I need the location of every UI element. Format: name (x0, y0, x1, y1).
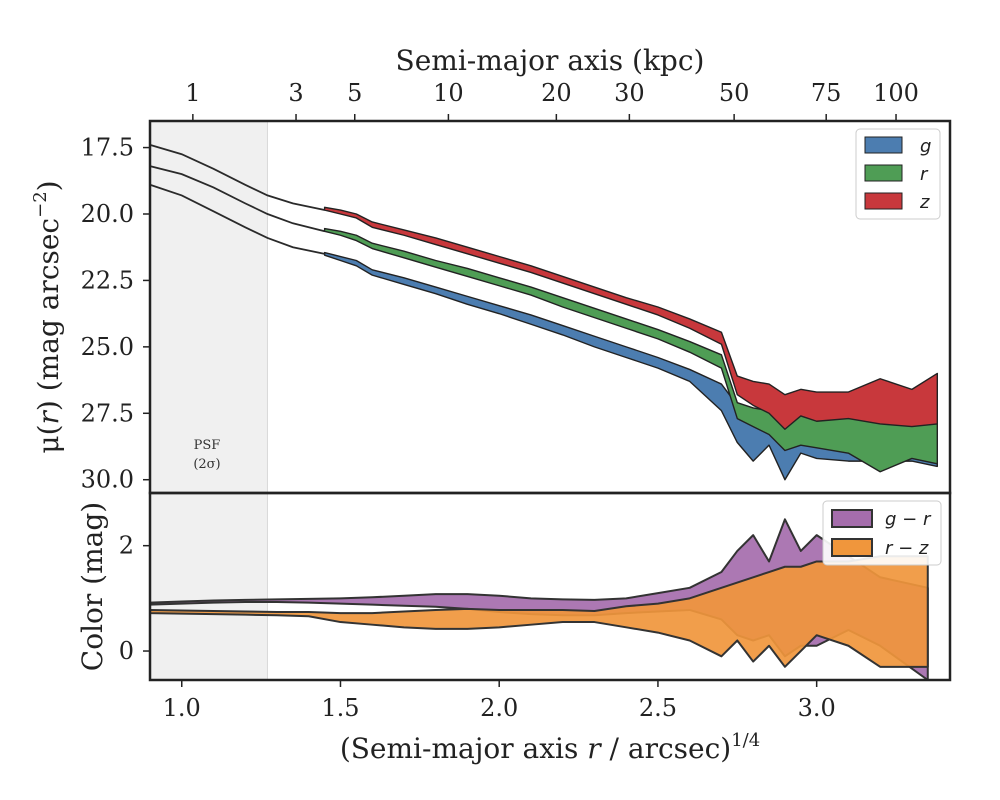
x-axis-title: (Semi-major axis r / arcsec)1/4 (340, 730, 760, 765)
legend-label-g−r: g − r (885, 509, 932, 530)
psf-region-bottom (150, 493, 268, 680)
x-axis-title-prefix: (Semi-major axis (340, 732, 587, 765)
band-g−r (150, 518, 929, 680)
psf-curve-z (149, 144, 325, 211)
band-z (323, 206, 939, 430)
bottom-panel-frame (148, 491, 952, 682)
x-tick-label: 2.5 (639, 694, 677, 722)
top-axis-title: Semi-major axis (kpc) (396, 44, 705, 77)
top-y-axis-title-exponent: −2 (30, 191, 51, 218)
psf-label-sigma: (2σ) (193, 457, 220, 472)
legend-swatch-g (864, 136, 903, 154)
top-y-axis-title-prefix: μ( (32, 424, 65, 453)
legend-swatch-z (864, 192, 903, 210)
top-x-tick-label: 1 (185, 79, 200, 107)
top-x-tick-label: 100 (873, 79, 919, 107)
legend-swatch-r (864, 164, 903, 182)
top-y-tick-label: 22.5 (81, 266, 134, 294)
surface-brightness-psf-curves (149, 144, 325, 255)
legend-swatch-r−z (831, 538, 873, 557)
legend-swatch-g−r (831, 509, 873, 528)
top-x-tick-label: 10 (433, 79, 464, 107)
top-x-tick-label: 5 (347, 79, 362, 107)
color-bands (150, 518, 929, 680)
top-y-tick-label: 20.0 (81, 200, 134, 228)
x-tick-label: 1.5 (321, 694, 359, 722)
x-axis-title-exponent: 1/4 (731, 730, 760, 751)
band-r−z (150, 555, 929, 668)
psf-region-top (150, 121, 268, 493)
top-y-axis-title-var: r (32, 409, 65, 424)
top-y-axis-title: μ(r) (mag arcsec−2) (30, 180, 65, 453)
psf-curve-r (149, 165, 325, 233)
x-tick-label: 1.0 (163, 694, 201, 722)
legend-label-g: g (920, 136, 931, 157)
top-legend: grz (855, 128, 941, 220)
top-y-tick-label: 27.5 (81, 399, 134, 427)
legend-label-z: z (919, 192, 930, 213)
psf-label: PSF (194, 438, 221, 453)
surface-brightness-bands (323, 206, 939, 481)
top-x-tick-label: 20 (541, 79, 572, 107)
top-y-axis-title-close: ) (32, 180, 65, 191)
top-x-tick-label: 30 (614, 79, 645, 107)
top-y-tick-label: 17.5 (81, 134, 134, 162)
bottom-y-tick-label: 2 (119, 532, 134, 560)
x-tick-label: 2.0 (480, 694, 518, 722)
top-x-tick-label: 3 (288, 79, 303, 107)
bottom-legend: g − r r − z (822, 500, 942, 566)
bottom-y-tick-label: 0 (119, 637, 134, 665)
top-x-tick-label: 50 (719, 79, 750, 107)
band-r (323, 227, 939, 473)
legend-label-r: r (920, 164, 929, 185)
top-y-axis-title-suffix: ) (mag arcsec (32, 218, 65, 411)
top-x-tick-label: 75 (811, 79, 842, 107)
bottom-y-axis-title: Color (mag) (76, 502, 109, 671)
top-y-tick-label: 25.0 (81, 333, 134, 361)
x-axis-title-suffix: / arcsec) (601, 732, 732, 765)
legend-label-r−z: r − z (885, 538, 929, 559)
x-axis-title-var: r (587, 732, 602, 765)
top-y-tick-label: 30.0 (81, 466, 134, 494)
axis-ticks: 1.0 1.5 2.0 2.5 3.01 3 5 10 20 30 50 75 10017.520.02… (81, 79, 919, 722)
psf-curve-g (149, 183, 325, 255)
x-tick-label: 3.0 (798, 694, 836, 722)
